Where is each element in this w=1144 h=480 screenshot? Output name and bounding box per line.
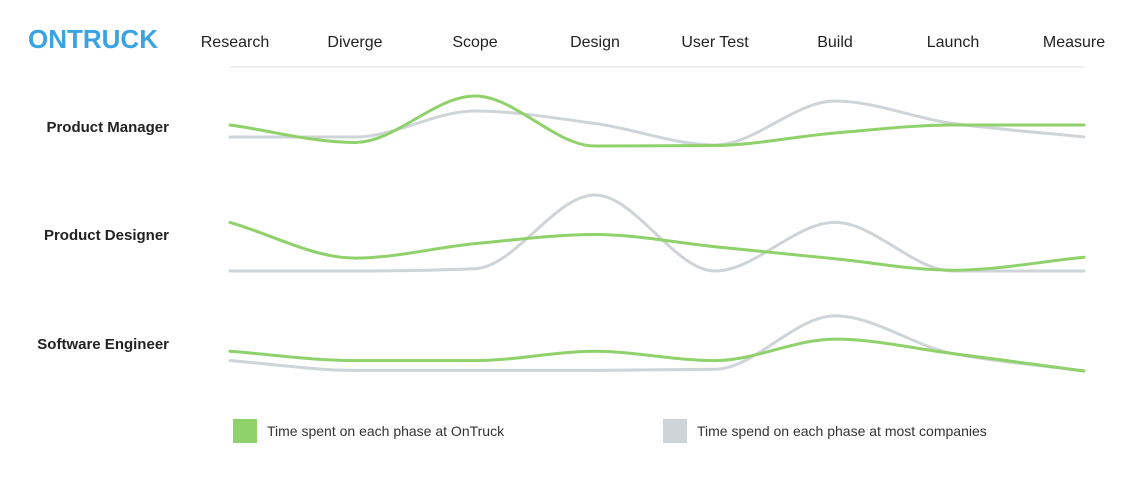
ontruck-logo: ONTRUCK (28, 24, 158, 54)
series-line-industry-software-engineer (228, 314, 1086, 373)
phase-label-launch: Launch (927, 34, 980, 51)
series-line-ontruck-software-engineer (228, 337, 1086, 373)
row-label-product-designer: Product Designer (44, 227, 169, 244)
phase-label-measure: Measure (1043, 34, 1105, 51)
row-product-manager: Product Manager (46, 94, 1086, 148)
row-software-engineer: Software Engineer (37, 314, 1086, 373)
phase-label-user-test: User Test (681, 34, 749, 51)
role-rows: Product Manager Product Designer Software … (37, 94, 1086, 373)
series-line-industry-product-designer (228, 193, 1086, 273)
phase-label-diverge: Diverge (327, 34, 382, 51)
legend-swatch-industry (663, 419, 687, 443)
series-line-ontruck-product-designer (228, 220, 1086, 272)
phase-labels: Research Diverge Scope Design User Test Build… (201, 34, 1105, 51)
phase-label-research: Research (201, 34, 269, 51)
legend-label-ontruck: Time spent on each phase at OnTruck (267, 423, 505, 439)
row-label-software-engineer: Software Engineer (37, 336, 169, 353)
legend-label-industry: Time spend on each phase at most compani… (697, 423, 987, 439)
legend: Time spent on each phase at OnTruck Time … (233, 419, 987, 443)
row-product-designer: Product Designer (44, 193, 1086, 273)
phase-label-build: Build (817, 34, 853, 51)
series-line-industry-product-manager (228, 99, 1086, 147)
series-line-ontruck-product-manager (228, 94, 1086, 148)
row-label-product-manager: Product Manager (46, 119, 169, 136)
phase-label-design: Design (570, 34, 620, 51)
legend-swatch-ontruck (233, 419, 257, 443)
phase-label-scope: Scope (452, 34, 497, 51)
